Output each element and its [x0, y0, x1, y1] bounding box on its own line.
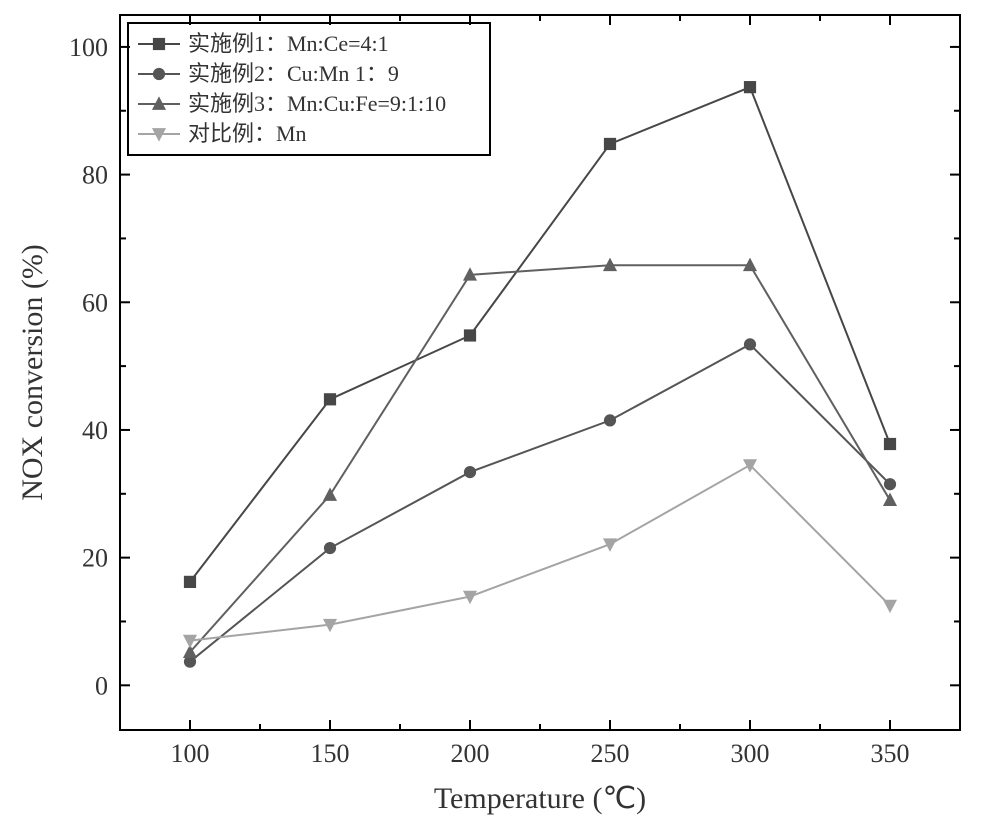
- nox-conversion-chart: 100 150 200 250 300 350 0 20 40 60 80 100 Temperatur…: [0, 0, 1000, 831]
- marker-square: [885, 439, 896, 450]
- x-tick-label: 250: [591, 739, 630, 768]
- marker-triangle-up: [324, 489, 336, 501]
- series-line: [190, 87, 890, 582]
- series-s1: [185, 82, 896, 588]
- y-tick-label: 60: [82, 288, 108, 317]
- y-tick-label: 80: [82, 161, 108, 190]
- marker-square: [605, 138, 616, 149]
- legend-label: 实施例1：Mn:Ce=4:1: [188, 31, 389, 56]
- series-line: [190, 344, 890, 661]
- legend: 实施例1：Mn:Ce=4:1 实施例2：Cu:Mn 1：9 实施例3：Mn:Cu:F…: [128, 23, 490, 155]
- x-axis-title: Temperature (℃): [434, 782, 646, 815]
- legend-label: 实施例3：Mn:Cu:Fe=9:1:10: [188, 91, 446, 116]
- marker-circle: [885, 479, 896, 490]
- y-tick-label: 100: [69, 33, 108, 62]
- marker-square: [154, 39, 165, 50]
- marker-triangle-down: [884, 600, 896, 612]
- marker-circle: [465, 467, 476, 478]
- y-tick-label: 20: [82, 544, 108, 573]
- marker-circle: [745, 339, 756, 350]
- marker-square: [745, 82, 756, 93]
- x-tick-label: 100: [171, 739, 210, 768]
- marker-square: [465, 330, 476, 341]
- marker-circle: [325, 543, 336, 554]
- marker-circle: [154, 69, 165, 80]
- series-s4: [184, 460, 896, 647]
- x-tick-label: 200: [451, 739, 490, 768]
- marker-triangle-up: [884, 494, 896, 506]
- series-s3: [184, 259, 896, 657]
- x-tick-label: 150: [311, 739, 350, 768]
- series-line: [190, 265, 890, 652]
- x-tick-label: 350: [871, 739, 910, 768]
- marker-square: [325, 394, 336, 405]
- legend-label: 对比例：Mn: [188, 121, 307, 146]
- marker-triangle-down: [184, 635, 196, 647]
- marker-square: [185, 576, 196, 587]
- series-line: [190, 465, 890, 641]
- y-tick-label: 40: [82, 416, 108, 445]
- series-group: [184, 82, 896, 668]
- legend-label: 实施例2：Cu:Mn 1：9: [188, 61, 399, 86]
- marker-circle: [605, 415, 616, 426]
- y-tick-label: 0: [95, 671, 108, 700]
- chart-container: 100 150 200 250 300 350 0 20 40 60 80 100 Temperatur…: [0, 0, 1000, 831]
- x-tick-label: 300: [731, 739, 770, 768]
- y-axis-title: NOX conversion (%): [16, 244, 49, 501]
